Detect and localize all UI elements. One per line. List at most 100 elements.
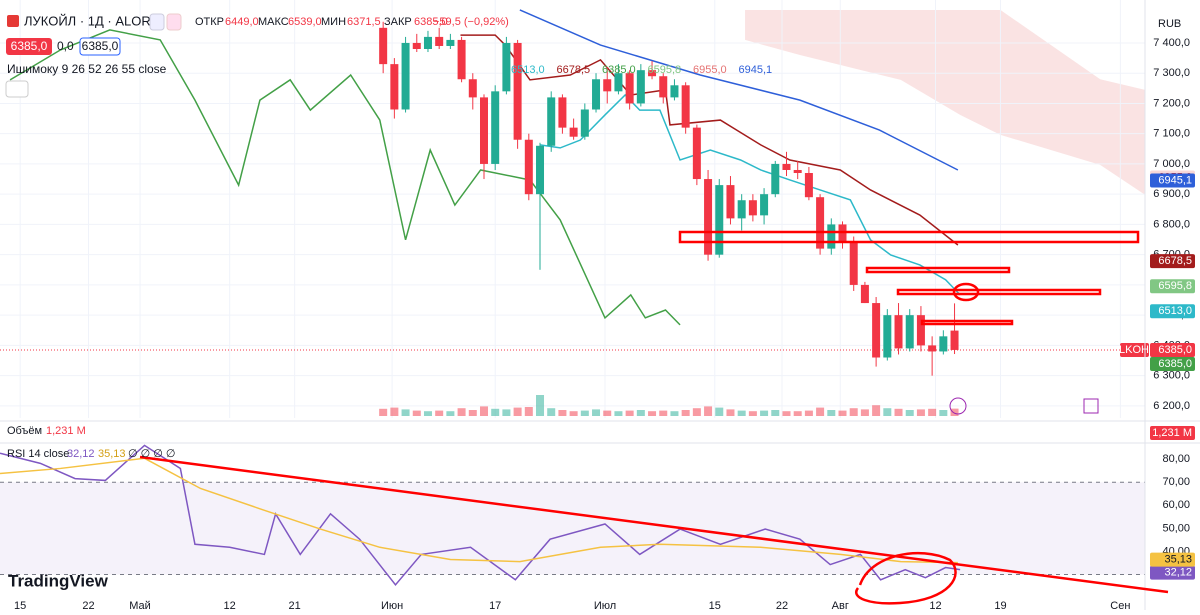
ohlc-name: ЗАКР — [384, 16, 412, 28]
volume-bar — [547, 408, 556, 416]
ohlc-name: МИН — [321, 16, 346, 28]
ohlc-name: МАКС — [258, 16, 289, 28]
event-icon[interactable] — [1083, 398, 1099, 414]
rsi-tick-label: 60,00 — [1162, 499, 1190, 511]
x-tick-label: 22 — [776, 600, 788, 610]
collapse-button[interactable] — [5, 80, 29, 98]
volume-bar — [592, 409, 601, 416]
price-tag — [1150, 279, 1195, 294]
volume-bar — [928, 408, 937, 416]
volume-bar — [580, 410, 589, 416]
price-tag-label: 6513,0 — [1158, 305, 1192, 317]
ichimoku-cloud — [745, 9, 1145, 195]
candle-body — [928, 345, 937, 352]
price-tag — [1150, 173, 1195, 188]
candle-body — [547, 97, 556, 146]
volume-bar — [468, 410, 477, 416]
candle-body — [726, 185, 735, 219]
change: −59,5 (−0,92%) — [433, 16, 509, 28]
x-tick-label: 12 — [224, 600, 236, 610]
indicator-value: 6385,0 — [602, 64, 636, 76]
volume-bar — [715, 407, 724, 416]
candle-body — [524, 139, 533, 195]
candle-body — [558, 97, 567, 128]
drawn-rect — [920, 319, 1014, 326]
candle-body — [659, 76, 668, 98]
candle-body — [379, 27, 388, 65]
rsi-tag-label: 35,13 — [1164, 554, 1192, 566]
candle-body — [950, 330, 959, 350]
candle-body — [771, 163, 780, 195]
y-tick-label: 7 100,0 — [1153, 128, 1190, 140]
candle-body — [412, 42, 421, 49]
symbol-tag — [1120, 342, 1149, 357]
currency: RUB — [1158, 18, 1181, 30]
ohlc-value: 6539,0 — [288, 16, 322, 28]
icon-button[interactable] — [149, 13, 165, 31]
candle-body — [760, 194, 769, 216]
icon-button[interactable] — [166, 13, 182, 31]
volume-value: 1,231 M — [46, 425, 86, 437]
price-tag-label: 1,231 M — [1152, 427, 1192, 439]
volume-pane — [379, 395, 959, 416]
candle-body — [625, 73, 634, 104]
candle-body — [681, 85, 690, 128]
rsi-band — [0, 482, 1145, 575]
volume-bar — [401, 409, 410, 416]
candle-body — [446, 39, 455, 46]
bid-box[interactable] — [6, 38, 52, 55]
indicator-value: 6513,0 — [511, 64, 545, 76]
volume-bar — [479, 406, 488, 416]
drawn-circle — [855, 551, 957, 605]
candle-body — [872, 303, 881, 358]
volume-bar — [692, 408, 701, 416]
candle-body — [715, 185, 724, 255]
candle-body — [502, 42, 511, 92]
volume-bar — [524, 407, 533, 416]
rsi-tick-label: 50,00 — [1162, 522, 1190, 534]
rsi-tag-label: 32,12 — [1164, 567, 1192, 579]
drawn-rect — [865, 266, 1011, 274]
volume-title: Объём — [7, 425, 42, 437]
candle-body — [827, 224, 836, 249]
ohlc-name: ОТКР — [195, 16, 224, 28]
volume-bar — [670, 411, 679, 416]
x-tick-label: 17 — [489, 600, 501, 610]
y-tick-label: 6 300,0 — [1153, 370, 1190, 382]
volume-bar — [379, 408, 388, 416]
axes: 7 400,0 7 300,0 7 200,0 7 100,0 7 000,0 6 900… — [14, 37, 1195, 612]
event-icon[interactable] — [949, 397, 967, 415]
volume-bar — [636, 410, 645, 416]
candle-body — [513, 42, 522, 140]
price-pane — [0, 0, 1145, 418]
price-tag-label: 6678,5 — [1158, 255, 1192, 267]
rsi-tag — [1150, 565, 1195, 580]
volume-bar — [491, 408, 500, 416]
candle-body — [704, 179, 713, 255]
candle-body — [793, 169, 802, 174]
candle-body — [883, 315, 892, 358]
candle-body — [423, 36, 432, 49]
rsi-tag — [1150, 552, 1195, 567]
candle-body — [435, 36, 444, 46]
candle-body — [692, 127, 701, 180]
volume-bar — [569, 411, 578, 416]
candle-body — [748, 200, 757, 216]
y-tick-label: 7 400,0 — [1153, 37, 1190, 49]
candle-body — [849, 242, 858, 285]
price-tag-label: 6945,1 — [1158, 174, 1192, 186]
ask-box[interactable] — [79, 37, 121, 56]
volume-bar — [748, 411, 757, 416]
price-tag — [1150, 254, 1195, 269]
rsi-ma-value: 35,13 — [98, 448, 126, 460]
volume-bar — [625, 410, 634, 416]
candle-body — [569, 127, 578, 137]
candle-body — [491, 91, 500, 164]
x-tick-label: 12 — [929, 600, 941, 610]
indicator-values: 6513,0 6678,5 6385,0 6595,8 6955,0 6945,1 — [511, 64, 772, 76]
spread: 0,0 — [57, 39, 74, 53]
drawn-rect — [896, 288, 1102, 296]
volume-bar — [681, 410, 690, 416]
y-tick-label: 7 300,0 — [1153, 67, 1190, 79]
volume-bar — [939, 410, 948, 416]
